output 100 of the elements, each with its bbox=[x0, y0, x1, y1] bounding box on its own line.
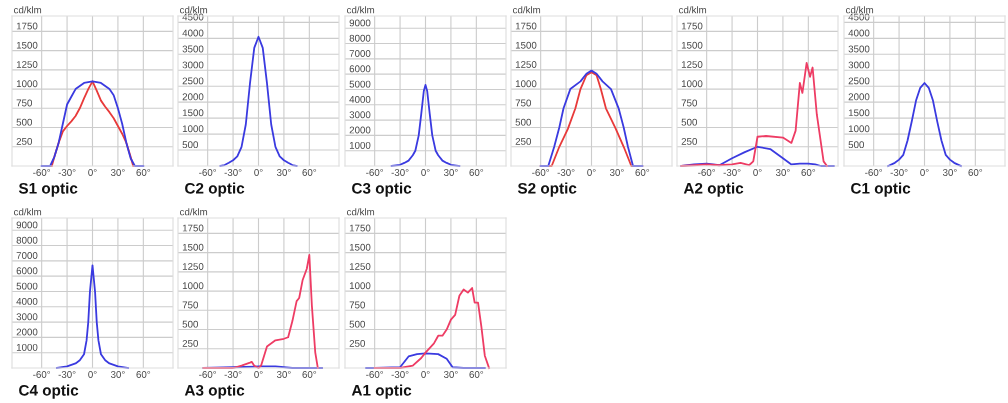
text: C4 optic bbox=[19, 384, 79, 399]
y-tick-label: 1750 bbox=[681, 22, 703, 30]
y-tick-label: 3000 bbox=[349, 111, 371, 119]
y-tick-label: 8000 bbox=[349, 34, 371, 42]
x-tick-label: -60° bbox=[366, 371, 384, 378]
x-tick-label: -60° bbox=[366, 169, 384, 176]
y-tick-label: 500 bbox=[515, 118, 532, 126]
y-tick-label: 1500 bbox=[182, 243, 204, 251]
y-axis-title: cd/klm bbox=[180, 6, 208, 14]
x-tick-label: 60° bbox=[469, 371, 484, 378]
y-tick-label: 2000 bbox=[848, 93, 870, 101]
y-tick-label: 1000 bbox=[16, 343, 38, 351]
y-tick-label: 2000 bbox=[16, 328, 38, 336]
x-tick-label: 30° bbox=[443, 371, 458, 378]
y-tick-label: 1750 bbox=[515, 22, 537, 30]
x-tick-label: 0° bbox=[254, 169, 263, 176]
y-tick-label: 5000 bbox=[349, 80, 371, 88]
x-tick-label: -60° bbox=[865, 169, 883, 176]
x-tick-label: -30° bbox=[557, 169, 575, 176]
y-tick-label: 9000 bbox=[16, 221, 38, 229]
y-tick-label: 6000 bbox=[16, 267, 38, 275]
x-tick-label: 0° bbox=[587, 169, 596, 176]
y-tick-label: 500 bbox=[182, 141, 199, 149]
y-tick-label: 750 bbox=[16, 99, 33, 107]
y-tick-label: 4000 bbox=[848, 29, 870, 37]
y-tick-label: 4000 bbox=[349, 95, 371, 103]
y-tick-label: 1000 bbox=[349, 282, 371, 290]
text: A1 optic bbox=[351, 384, 412, 399]
y-tick-label: 2000 bbox=[349, 126, 371, 134]
x-tick-label: -60° bbox=[33, 169, 51, 176]
y-tick-label: 1500 bbox=[16, 41, 38, 49]
y-axis-title: cd/klm bbox=[679, 6, 707, 14]
y-tick-label: 500 bbox=[182, 320, 199, 328]
x-tick-label: 30° bbox=[775, 169, 790, 176]
y-tick-label: 250 bbox=[182, 339, 199, 347]
y-tick-label: 8000 bbox=[16, 236, 38, 244]
text: C3 optic bbox=[352, 182, 412, 197]
y-axis-title: cd/klm bbox=[347, 208, 375, 216]
text: A3 optic bbox=[184, 384, 245, 399]
y-tick-label: 2500 bbox=[848, 77, 870, 85]
y-tick-label: 4000 bbox=[16, 297, 38, 305]
y-tick-label: 2500 bbox=[182, 77, 204, 85]
y-tick-label: 1250 bbox=[681, 61, 703, 68]
y-tick-label: 250 bbox=[349, 339, 366, 347]
y-axis-title: cd/klm bbox=[14, 208, 42, 216]
x-tick-label: -60° bbox=[698, 169, 716, 176]
y-tick-label: 1500 bbox=[515, 41, 537, 49]
y-tick-label: 1750 bbox=[349, 224, 371, 232]
y-tick-label: 1500 bbox=[848, 109, 870, 117]
y-tick-label: 4500 bbox=[182, 13, 204, 21]
y-tick-label: 1000 bbox=[182, 282, 204, 290]
x-tick-label: 0° bbox=[421, 371, 430, 378]
x-tick-label: -30° bbox=[890, 169, 908, 176]
text: A2 optic bbox=[683, 182, 744, 197]
x-tick-label: 30° bbox=[110, 371, 125, 378]
text: C2 optic bbox=[185, 182, 245, 197]
x-tick-label: 60° bbox=[469, 169, 484, 176]
y-tick-label: 3500 bbox=[848, 45, 870, 53]
x-tick-label: 0° bbox=[920, 169, 929, 176]
y-axis-title: cd/klm bbox=[180, 208, 208, 216]
x-tick-label: 30° bbox=[110, 169, 125, 176]
y-axis-title: cd/klm bbox=[347, 6, 375, 14]
x-tick-label: -30° bbox=[58, 169, 76, 176]
y-tick-label: 6000 bbox=[349, 65, 371, 73]
x-tick-label: 30° bbox=[942, 169, 957, 176]
x-tick-label: -30° bbox=[391, 371, 409, 378]
y-tick-label: 7000 bbox=[16, 252, 38, 259]
y-tick-label: 1250 bbox=[349, 263, 371, 270]
y-tick-label: 3500 bbox=[182, 45, 204, 53]
y-tick-label: 4500 bbox=[848, 13, 870, 21]
y-tick-label: 250 bbox=[16, 137, 33, 145]
x-tick-label: 30° bbox=[443, 169, 458, 176]
y-tick-label: 9000 bbox=[349, 19, 371, 27]
x-tick-label: 30° bbox=[276, 371, 291, 378]
x-tick-label: -30° bbox=[224, 371, 242, 378]
y-tick-label: 1000 bbox=[182, 125, 204, 133]
y-tick-label: 500 bbox=[16, 118, 33, 126]
y-tick-label: 1250 bbox=[515, 61, 537, 68]
y-tick-label: 1500 bbox=[182, 109, 204, 117]
y-tick-label: 250 bbox=[681, 137, 698, 145]
y-axis-title: cd/klm bbox=[846, 6, 874, 14]
y-tick-label: 1000 bbox=[349, 141, 371, 149]
x-tick-label: -30° bbox=[58, 371, 76, 378]
x-tick-label: 60° bbox=[136, 371, 151, 378]
y-tick-label: 750 bbox=[681, 99, 698, 107]
y-axis-title: cd/klm bbox=[513, 6, 541, 14]
x-tick-label: 60° bbox=[302, 169, 317, 176]
y-tick-label: 1000 bbox=[16, 80, 38, 88]
y-tick-label: 4000 bbox=[182, 29, 204, 37]
x-tick-label: 60° bbox=[136, 169, 151, 176]
x-tick-label: 0° bbox=[254, 371, 263, 378]
y-tick-label: 500 bbox=[848, 141, 865, 149]
x-tick-label: 0° bbox=[88, 371, 97, 378]
y-tick-label: 750 bbox=[515, 99, 532, 107]
y-tick-label: 750 bbox=[349, 301, 366, 309]
y-tick-label: 1250 bbox=[182, 263, 204, 270]
y-tick-label: 7000 bbox=[349, 50, 371, 57]
y-tick-label: 1750 bbox=[182, 224, 204, 232]
y-tick-label: 5000 bbox=[16, 282, 38, 290]
x-tick-label: 0° bbox=[753, 169, 762, 176]
